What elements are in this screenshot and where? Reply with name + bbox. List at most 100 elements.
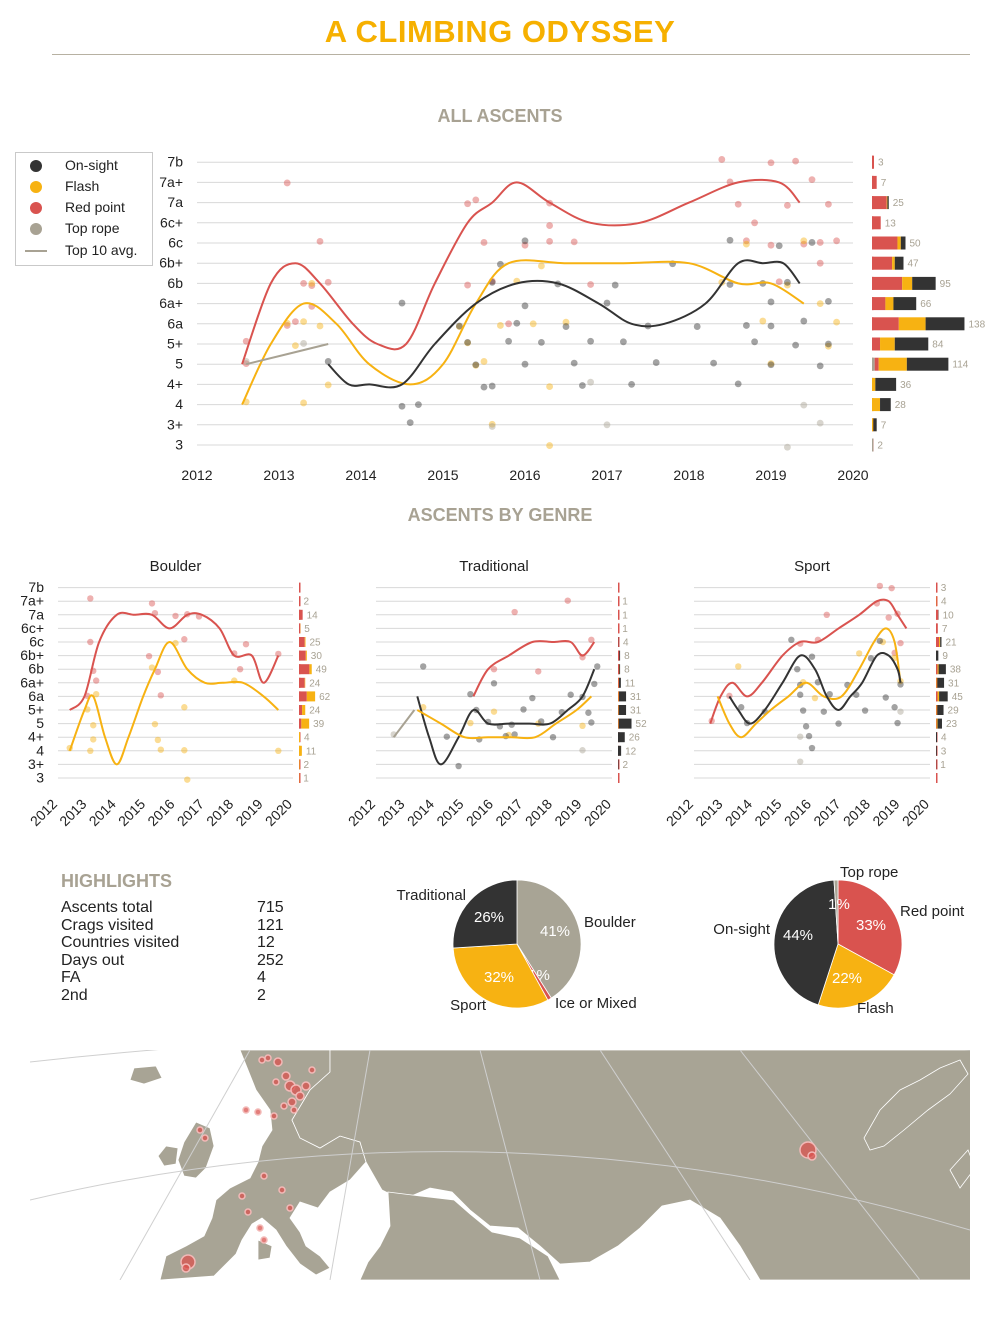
bar-redpoint — [936, 637, 940, 647]
point-redpoint — [734, 200, 742, 208]
bar-flash — [872, 398, 881, 412]
point-flash — [490, 708, 498, 715]
bar-value-label: 7 — [942, 624, 948, 635]
bar-value-label: 47 — [907, 259, 919, 270]
x-tick-label: 2018 — [673, 467, 704, 483]
bar-value-label: 31 — [630, 692, 642, 703]
point-toprope — [579, 747, 586, 754]
bar-onsight — [618, 759, 619, 770]
x-tick-label: 2013 — [263, 467, 294, 483]
bar-value-label: 10 — [943, 610, 955, 621]
y-tick-label: 6c — [29, 634, 44, 650]
crag-marker — [287, 1097, 297, 1107]
point-redpoint — [242, 641, 250, 648]
y-tick-label: 6a+ — [20, 674, 44, 690]
point-flash — [87, 747, 94, 754]
bar-redpoint — [299, 691, 307, 702]
point-onsight — [767, 322, 775, 330]
legend-label: Top 10 avg. — [65, 242, 138, 258]
bar-onsight — [618, 705, 627, 715]
point-flash — [546, 383, 553, 390]
bar-redpoint — [299, 718, 302, 729]
point-onsight — [767, 361, 775, 369]
bar-onsight — [619, 677, 621, 688]
point-onsight — [882, 694, 889, 701]
bar-redpoint — [872, 297, 886, 311]
crag-marker — [807, 1151, 817, 1161]
bar-onsight — [618, 718, 632, 729]
bar-onsight — [938, 664, 946, 675]
point-flash — [538, 262, 545, 270]
bar-value-label: 3 — [941, 583, 947, 594]
point-onsight — [726, 236, 734, 244]
point-redpoint — [511, 608, 518, 616]
point-redpoint — [570, 238, 578, 246]
bar-onsight — [936, 732, 938, 743]
point-flash — [879, 638, 886, 646]
bar-value-label: 11 — [625, 678, 636, 689]
crag-marker — [270, 1112, 278, 1120]
point-redpoint — [808, 176, 816, 184]
point-redpoint — [157, 692, 165, 699]
point-redpoint — [283, 322, 291, 329]
pie-slice-label: Top rope — [840, 864, 898, 881]
pie-slice-label: Flash — [857, 1000, 894, 1017]
bar-flash — [304, 637, 306, 647]
highlight-value: 4 — [257, 969, 266, 986]
point-onsight — [734, 380, 742, 388]
point-onsight — [897, 681, 904, 688]
point-onsight — [467, 691, 474, 698]
point-redpoint — [464, 281, 471, 289]
map-crag-markers — [180, 1054, 817, 1273]
crag-marker — [238, 1192, 246, 1200]
point-flash — [148, 664, 156, 671]
point-onsight — [505, 337, 512, 345]
point-flash — [92, 691, 100, 698]
crag-marker — [244, 1208, 252, 1216]
crag-marker — [254, 1108, 262, 1116]
legend-label: Red point — [65, 199, 125, 215]
point-redpoint — [521, 241, 529, 249]
bar-value-label: 2 — [304, 597, 310, 608]
bar-toprope — [872, 438, 874, 452]
pie-slice — [452, 879, 518, 949]
point-onsight — [562, 323, 570, 330]
y-tick-label: 7a — [28, 606, 44, 622]
crag-marker — [260, 1172, 268, 1180]
point-onsight — [587, 337, 594, 345]
bar-onsight — [925, 317, 965, 331]
point-onsight — [800, 317, 808, 325]
point-redpoint — [751, 219, 758, 227]
bar-value-label: 39 — [313, 719, 325, 730]
x-tick-label: 2015 — [433, 796, 466, 829]
point-redpoint — [464, 200, 471, 208]
point-toprope — [897, 708, 904, 715]
x-tick-label: 2016 — [144, 796, 177, 829]
point-flash — [759, 317, 767, 325]
bar-flash — [936, 677, 938, 688]
x-tick-label: 2015 — [115, 796, 148, 829]
point-flash — [90, 736, 97, 743]
bar-onsight — [619, 664, 621, 675]
x-tick-label: 2015 — [751, 796, 784, 829]
point-redpoint — [172, 612, 179, 620]
y-tick-label: 7a+ — [20, 593, 44, 609]
point-onsight — [538, 718, 545, 725]
legend-item-onsight: On-sight — [16, 155, 152, 175]
point-onsight — [891, 704, 898, 711]
bar-onsight — [894, 256, 904, 270]
point-redpoint — [897, 639, 904, 647]
point-redpoint — [316, 237, 324, 245]
point-toprope — [603, 421, 611, 429]
legend-marker-toprope — [30, 223, 42, 235]
bar-onsight — [937, 677, 945, 688]
pie-slice — [452, 943, 549, 1009]
bar-value-label: 23 — [946, 719, 958, 730]
bar-flash — [872, 377, 876, 391]
bar-tick — [618, 759, 620, 770]
highlight-label: Crags visited — [61, 916, 154, 934]
point-flash — [480, 358, 488, 365]
point-flash — [292, 342, 299, 350]
bar-value-label: 7 — [881, 178, 887, 189]
crag-marker — [286, 1204, 294, 1212]
